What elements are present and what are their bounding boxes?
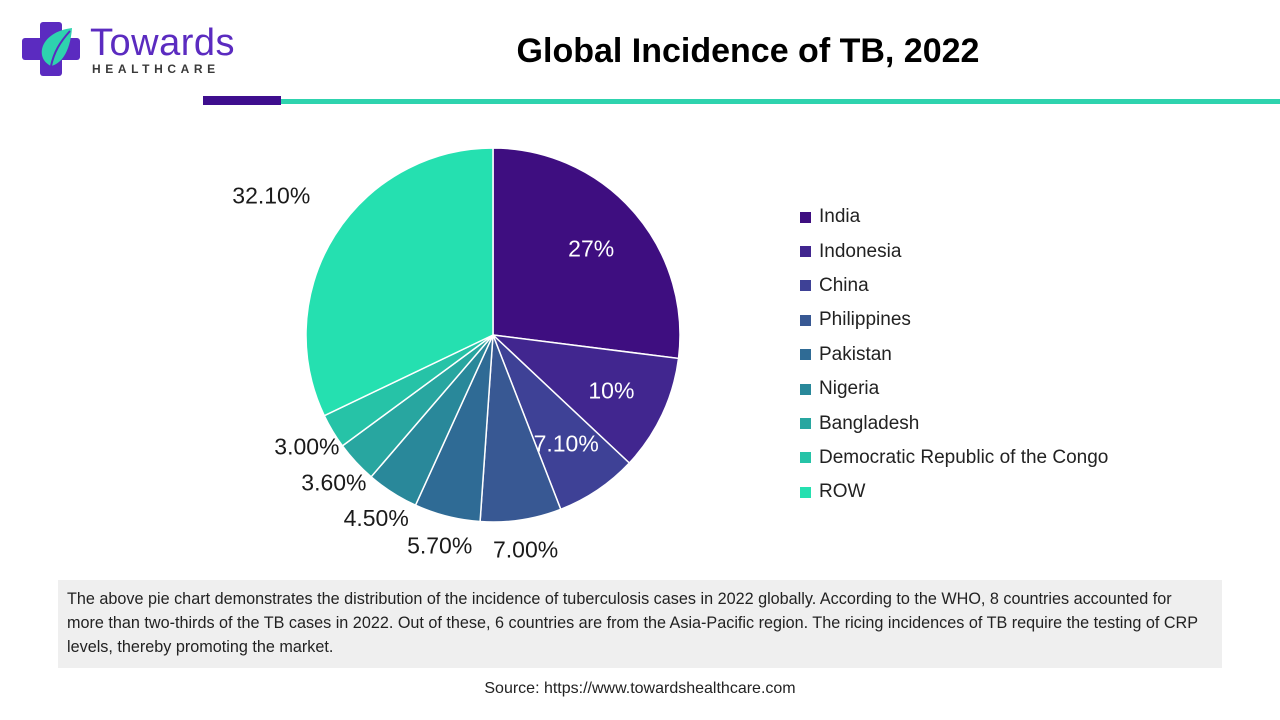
legend-item: China xyxy=(800,269,1108,303)
pie-chart: 27% 10% 7.10% 7.00% 5.70%4.50% 3.60% 3.00% 32.1… xyxy=(232,147,681,563)
chart-title: Global Incidence of TB, 2022 xyxy=(516,32,980,70)
brand-name: Towards xyxy=(90,22,235,64)
legend-label: Nigeria xyxy=(819,378,880,400)
legend-swatch xyxy=(800,418,811,430)
legend-label: China xyxy=(819,274,869,296)
data-label: 32.10% xyxy=(232,182,310,208)
legend-swatch xyxy=(800,314,811,326)
legend-label: Democratic Republic of the Congo xyxy=(819,446,1109,468)
pie-slice-india xyxy=(492,147,681,360)
brand-logo: Towards HEALTHCARE xyxy=(20,18,240,80)
legend-item: Indonesia xyxy=(800,234,1108,268)
pie-slice-indonesia xyxy=(490,333,680,465)
legend-item: Pakistan xyxy=(800,338,1108,372)
data-label: 3.60% xyxy=(301,470,366,496)
legend-item: Nigeria xyxy=(800,372,1108,406)
legend-label: ROW xyxy=(819,481,866,503)
data-label: 7.00% xyxy=(493,537,558,563)
legend-label: Bangladesh xyxy=(819,412,920,434)
legend-item: India xyxy=(800,200,1108,234)
legend-swatch xyxy=(800,211,811,223)
brand-tagline: HEALTHCARE xyxy=(92,62,220,76)
chart-description: The above pie chart demonstrates the dis… xyxy=(58,580,1222,668)
legend-item: Democratic Republic of the Congo xyxy=(800,441,1108,475)
data-label: 5.70% xyxy=(407,532,472,558)
legend-item: Philippines xyxy=(800,303,1108,337)
data-label: 4.50% xyxy=(344,505,409,531)
header-rule-accent xyxy=(203,96,281,105)
legend-swatch xyxy=(800,452,811,464)
plus-leaf-icon xyxy=(22,22,80,76)
legend-item: Bangladesh xyxy=(800,406,1108,440)
legend-swatch xyxy=(800,349,811,361)
data-label: 3.00% xyxy=(274,434,339,460)
legend-label: Philippines xyxy=(819,309,911,331)
legend-swatch xyxy=(800,280,811,292)
data-label: 27% xyxy=(568,235,614,261)
source-citation: Source: https://www.towardshealthcare.co… xyxy=(484,680,796,697)
legend-label: Pakistan xyxy=(819,343,892,365)
pie-slice-row xyxy=(305,147,494,417)
data-label: 10% xyxy=(588,378,634,404)
legend-swatch xyxy=(800,486,811,498)
header-rule xyxy=(281,99,1280,104)
legend-item: ROW xyxy=(800,475,1108,509)
legend-swatch xyxy=(800,383,811,395)
data-label: 7.10% xyxy=(534,431,599,457)
chart-legend: India Indonesia China Philippines Pakistan Ni… xyxy=(800,200,1108,510)
legend-swatch xyxy=(800,246,811,258)
legend-label: Indonesia xyxy=(819,240,902,262)
legend-label: India xyxy=(819,206,861,228)
